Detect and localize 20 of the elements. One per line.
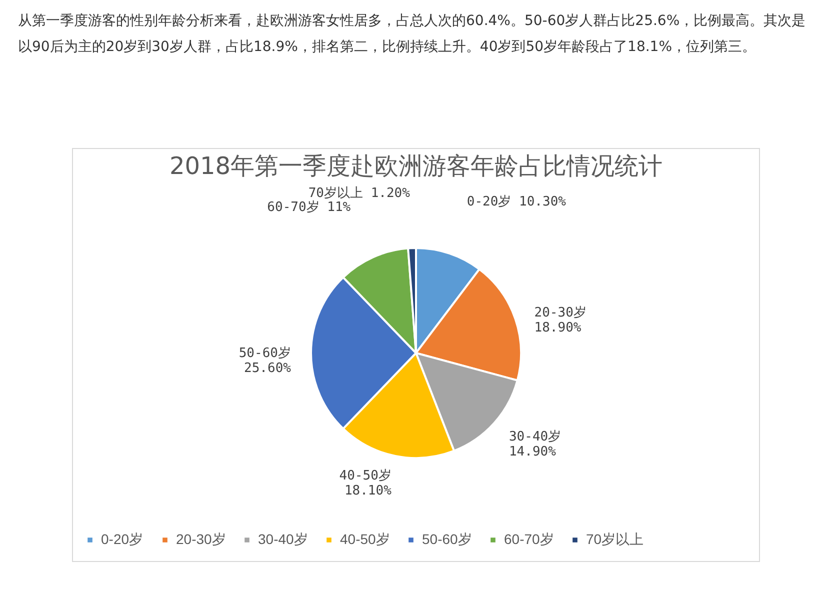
- legend-label: 50-60岁: [422, 531, 472, 547]
- legend-label: 30-40岁: [258, 531, 308, 547]
- category-label: 70岁以上 1.20%: [308, 186, 410, 202]
- slice-label: 50-60岁: [238, 346, 291, 361]
- category-label: 60-70岁 11%: [267, 200, 351, 215]
- legend-label: 60-70岁: [504, 531, 554, 547]
- data-label: 18.90%: [534, 320, 582, 336]
- slice-label: 40-50岁: [339, 468, 392, 484]
- data-label: 14.90%: [508, 444, 556, 460]
- legend-label: 40-50岁: [340, 531, 390, 547]
- slice-label: 30-40岁: [508, 430, 562, 445]
- data-label: 18.10%: [344, 484, 392, 499]
- legend-label: 70岁以上: [586, 531, 644, 547]
- slice-label: 20-30岁: [534, 306, 586, 321]
- category-label: 0-20岁 10.30%: [466, 194, 566, 210]
- text: 从第一季度游客的性别年龄分析来看，赴欧洲游客女性居多，占总人次的60.4%。50-60岁人群占比25.6%，比例最高。其次是以90后为主的20岁到30岁人群，占比18.9%，排名第二，比例持续上升。40岁到50岁年龄段占了18.1%，位列第三。: [18, 12, 807, 57]
- legend-label: 0-20岁: [101, 531, 144, 547]
- legend-label: 20-30岁: [176, 531, 226, 547]
- chart-title: 2018年第一季度赴欧洲游客年龄占比情况统计: [169, 152, 663, 180]
- data-label: 25.60%: [244, 361, 292, 376]
